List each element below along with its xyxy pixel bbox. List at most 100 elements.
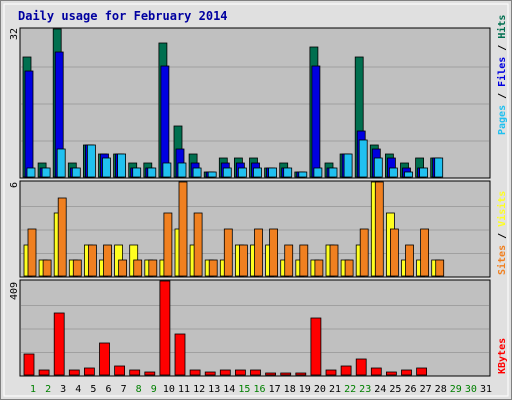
middle-bar-sites-day-14 [223, 228, 233, 277]
x-tick-label-day-6: 6 [105, 384, 111, 395]
bottom-bar-kbytes-day-21 [325, 369, 337, 376]
bottom-bar-kbytes-day-12 [189, 369, 201, 376]
x-tick-label-day-26: 26 [404, 384, 416, 395]
top-bar-pages-day-21 [328, 167, 338, 178]
middle-bar-sites-day-3 [57, 197, 67, 277]
x-tick-label-day-1: 1 [30, 384, 36, 395]
x-tick-label-day-7: 7 [121, 384, 127, 395]
middle-bar-sites-day-9 [148, 259, 158, 277]
top-bar-pages-day-8 [132, 167, 142, 178]
middle-bar-sites-day-24 [374, 181, 384, 277]
legend-files: Files [496, 57, 508, 87]
top-bar-pages-day-28 [434, 157, 444, 178]
x-tick-label-day-10: 10 [163, 384, 175, 395]
middle-bar-sites-day-11 [178, 181, 188, 277]
top-bar-pages-day-26 [404, 171, 413, 178]
middle-bar-sites-day-2 [42, 259, 52, 277]
x-tick-label-day-19: 19 [299, 384, 311, 395]
x-tick-label-day-23: 23 [359, 384, 371, 395]
top-bar-files-day-20 [311, 65, 321, 178]
middle-bar-sites-day-10 [163, 212, 173, 277]
x-tick-label-day-8: 8 [136, 384, 142, 395]
bottom-bar-kbytes-day-13 [204, 371, 216, 376]
top-bar-pages-day-19 [298, 171, 308, 178]
top-bar-pages-day-10 [162, 162, 172, 178]
x-tick-label-day-28: 28 [435, 384, 447, 395]
middle-bar-sites-day-15 [238, 244, 248, 277]
top-bar-pages-day-18 [283, 167, 293, 178]
x-tick-label-day-22: 22 [344, 384, 356, 395]
bottom-bar-kbytes-day-10 [159, 280, 171, 376]
panel-top-bg [19, 27, 491, 179]
bottom-bar-kbytes-day-22 [340, 365, 352, 376]
top-bar-pages-day-20 [313, 167, 323, 178]
middle-bar-sites-day-21 [329, 244, 339, 277]
top-bar-pages-day-14 [222, 167, 232, 178]
bottom-bar-kbytes-day-17 [265, 372, 277, 376]
x-tick-label-day-31: 31 [480, 384, 492, 395]
top-bar-pages-day-16 [253, 167, 262, 178]
bottom-bar-kbytes-day-26 [401, 369, 412, 376]
middle-bar-sites-day-17 [269, 228, 279, 277]
bottom-bar-kbytes-day-2 [38, 369, 50, 376]
top-bar-pages-day-2 [41, 167, 51, 178]
middle-bar-sites-day-7 [118, 259, 127, 277]
top-bar-pages-day-23 [358, 139, 368, 178]
top-bar-pages-day-24 [373, 157, 383, 178]
chart-title: Daily usage for February 2014 [18, 9, 228, 23]
middle-bar-sites-day-4 [72, 259, 82, 277]
legend-visits: Visits [496, 191, 508, 227]
x-tick-label-day-29: 29 [450, 384, 462, 395]
bottom-bar-kbytes-day-7 [114, 365, 125, 376]
legend-hits: Hits [496, 15, 508, 39]
bottom-bar-kbytes-day-14 [219, 369, 231, 376]
legend-sites: Sites [496, 245, 508, 275]
middle-bar-sites-day-8 [133, 259, 143, 277]
middle-bar-sites-day-25 [389, 228, 399, 277]
x-tick-label-day-25: 25 [389, 384, 401, 395]
x-tick-label-day-30: 30 [465, 384, 477, 395]
x-tick-label-day-16: 16 [253, 384, 265, 395]
legend-sep-2: / [497, 39, 508, 57]
bottom-bar-kbytes-day-23 [355, 358, 367, 376]
x-tick-label-day-17: 17 [269, 384, 281, 395]
middle-bar-sites-day-12 [193, 212, 203, 277]
legend-sep-1: / [497, 87, 508, 105]
top-bar-pages-day-4 [71, 167, 81, 178]
top-bar-pages-day-25 [388, 167, 398, 178]
top-bar-files-day-10 [160, 65, 170, 178]
bottom-bar-kbytes-day-19 [295, 372, 307, 376]
top-axis-max-label: 32 [9, 28, 20, 40]
bottom-axis-max-label: 409 [9, 282, 20, 300]
top-bar-pages-day-6 [102, 157, 111, 178]
top-bar-pages-day-27 [419, 167, 429, 178]
bottom-bar-kbytes-day-8 [129, 369, 141, 376]
bottom-bar-kbytes-day-11 [174, 333, 186, 376]
middle-bar-sites-day-13 [208, 259, 218, 277]
x-tick-label-day-11: 11 [178, 384, 190, 395]
bottom-bar-kbytes-day-20 [310, 317, 322, 376]
top-bar-pages-day-7 [117, 153, 126, 178]
x-tick-label-day-3: 3 [60, 384, 66, 395]
middle-bar-sites-day-18 [284, 244, 294, 277]
middle-bar-sites-day-28 [435, 259, 445, 277]
x-tick-label-day-14: 14 [223, 384, 235, 395]
x-tick-label-day-9: 9 [151, 384, 157, 395]
top-bar-pages-day-9 [147, 167, 157, 178]
legend-pages: Pages [497, 105, 508, 135]
middle-axis-max-label: 6 [9, 182, 20, 188]
x-tick-label-day-21: 21 [329, 384, 341, 395]
middle-bar-sites-day-22 [344, 259, 354, 277]
bottom-bar-kbytes-day-4 [68, 369, 80, 376]
top-bar-files-day-1 [24, 70, 34, 178]
x-tick-label-day-24: 24 [374, 384, 386, 395]
top-bar-pages-day-5 [87, 144, 96, 178]
top-bar-pages-day-17 [268, 167, 278, 178]
middle-bar-sites-day-27 [420, 228, 430, 277]
bottom-bar-kbytes-day-27 [416, 367, 428, 376]
bottom-bar-kbytes-day-1 [23, 353, 35, 376]
middle-bar-sites-day-5 [88, 244, 97, 277]
bottom-bar-kbytes-day-6 [99, 342, 110, 376]
bottom-bar-kbytes-day-16 [250, 369, 261, 376]
